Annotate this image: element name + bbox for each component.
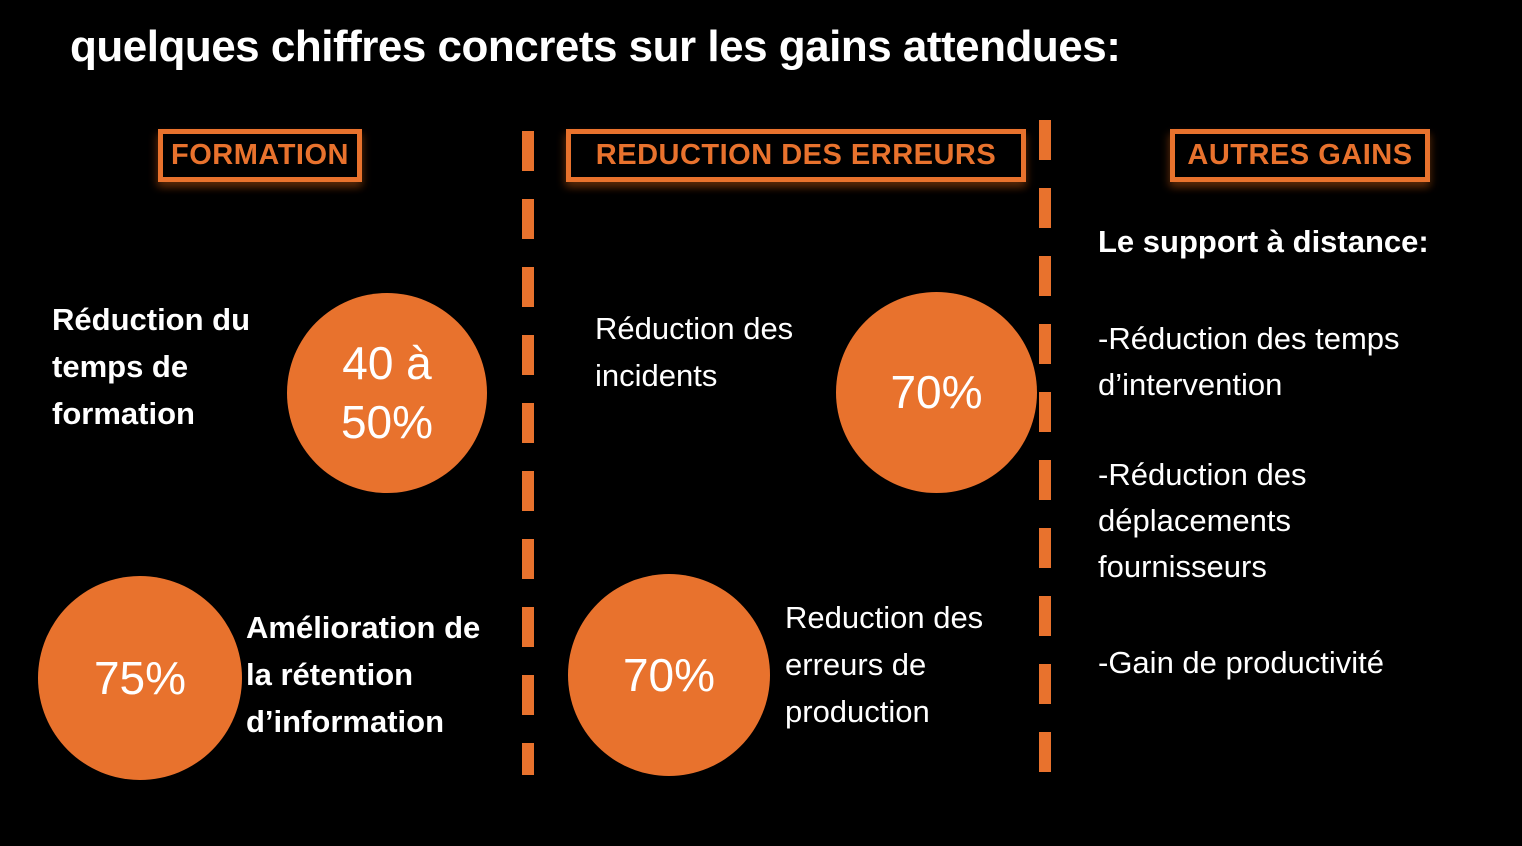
- stat-circle-40-50-value: 40 à 50%: [340, 337, 434, 448]
- stat-label-temps-formation: Réduction du temps de formation: [52, 302, 251, 431]
- support-distance-heading: Le support à distance:: [1098, 224, 1429, 259]
- stat-circle-70-incidents-value: 70%: [890, 366, 983, 419]
- page-title: quelques chiffres concrets sur les gains…: [70, 22, 1121, 71]
- column-header-autres-gains: AUTRES GAINS: [1170, 129, 1430, 182]
- column-header-autres-gains-label: AUTRES GAINS: [1187, 139, 1413, 171]
- stat-circle-75: 75%: [38, 576, 242, 780]
- column-header-reduction-erreurs-label: REDUCTION DES ERREURS: [595, 139, 997, 171]
- stat-label-incidents: Réduction des incidents: [595, 311, 794, 393]
- column-header-formation-label: FORMATION: [171, 139, 349, 171]
- stat-label-retention: Amélioration de la rétention d’informati…: [246, 610, 481, 739]
- bullet-gain-productivite: -Gain de productivité: [1098, 645, 1385, 680]
- dashed-divider-right: [1039, 120, 1051, 792]
- column-header-formation: FORMATION: [158, 129, 362, 182]
- stat-circle-40-50: 40 à 50%: [287, 293, 487, 493]
- stat-circle-70-production: 70%: [568, 574, 770, 776]
- bullet-temps-intervention: -Réduction des temps d’intervention: [1098, 321, 1400, 402]
- dashed-divider-left: [522, 131, 534, 775]
- column-header-reduction-erreurs: REDUCTION DES ERREURS: [566, 129, 1026, 182]
- stat-circle-70-incidents: 70%: [836, 292, 1037, 493]
- bullet-deplacements-fournisseurs: -Réduction des déplacements fournisseurs: [1098, 457, 1307, 584]
- stat-circle-75-value: 75%: [93, 651, 187, 704]
- stat-circle-70-production-value: 70%: [622, 648, 716, 701]
- stat-label-erreurs-production: Reduction des erreurs de production: [785, 600, 984, 729]
